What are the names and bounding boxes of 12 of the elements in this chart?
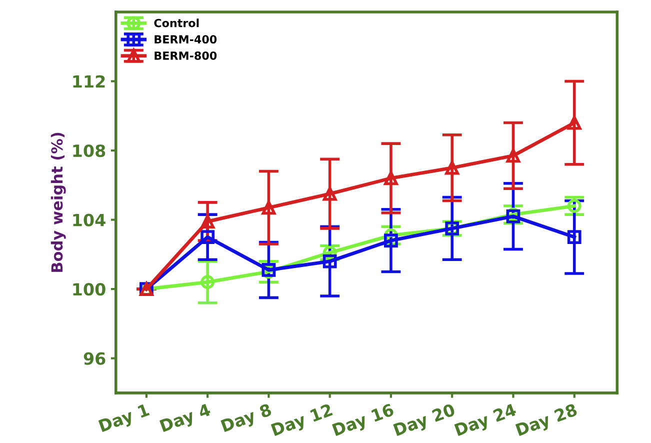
- legend-label: BERM-400: [154, 35, 217, 44]
- y-tick-label: 104: [73, 214, 106, 226]
- x-tick-label: Day 28: [515, 403, 579, 440]
- y-tick-label: 100: [73, 283, 106, 296]
- legend-label: Control: [154, 18, 199, 28]
- x-tick-label: Day 4: [160, 403, 212, 436]
- y-tick-label: 96: [84, 352, 106, 365]
- x-tick-label: Day 1: [98, 403, 151, 436]
- y-axis-title: Body weight (%): [50, 132, 66, 272]
- y-tick-label: 112: [73, 75, 105, 88]
- legend-label: BERM-800: [154, 51, 217, 60]
- y-tick-label: 108: [73, 144, 106, 158]
